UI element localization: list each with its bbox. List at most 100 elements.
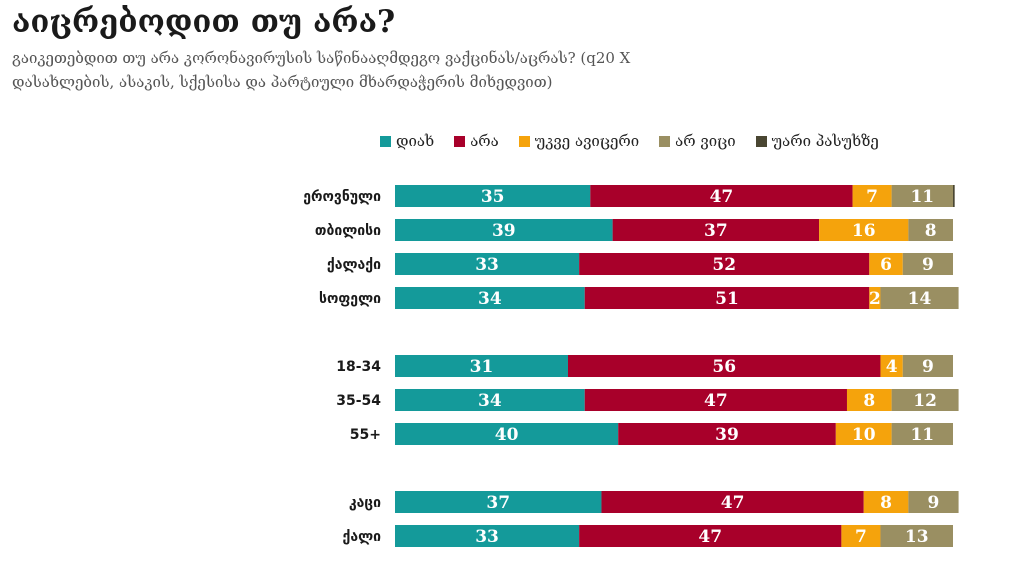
bar-value-label: 51 — [715, 289, 739, 309]
legend-label: დიახ — [396, 132, 435, 150]
legend: დიახ არა უკვე ავიცერი არ ვიცი უარი პასუხზე — [380, 130, 879, 152]
bar-segment — [584, 287, 870, 309]
legend-swatch — [454, 135, 466, 147]
bar-value-label: 6 — [880, 255, 892, 275]
bar-value-label: 2 — [869, 289, 881, 309]
bar-value-label: 37 — [486, 493, 510, 513]
bar-value-label: 9 — [922, 255, 934, 275]
bar-segment — [841, 525, 881, 547]
bar-segment — [584, 389, 847, 411]
bar-segment — [891, 389, 959, 411]
bar-value-label: 16 — [852, 221, 876, 241]
bar-segment — [902, 355, 953, 377]
bar-value-label: 13 — [905, 527, 929, 547]
bar-segment — [852, 185, 892, 207]
bar-segment — [395, 491, 602, 513]
bar-value-label: 9 — [922, 357, 934, 377]
bar-segment — [395, 287, 585, 309]
row-label: 18-34 — [336, 359, 381, 375]
bar-value-label: 12 — [913, 391, 937, 411]
bar-segment — [863, 491, 909, 513]
bar-segment — [880, 287, 959, 309]
bar-value-label: 47 — [721, 493, 745, 513]
bar-segment — [908, 491, 959, 513]
bar-value-label: 34 — [478, 391, 502, 411]
bar-value-label: 56 — [712, 357, 736, 377]
legend-swatch — [755, 135, 767, 147]
bar-segment — [567, 355, 881, 377]
bar-segment — [395, 389, 585, 411]
legend-swatch — [518, 135, 530, 147]
bar-value-label: 33 — [475, 255, 499, 275]
bar-value-label: 14 — [908, 289, 932, 309]
bar-segment — [590, 185, 853, 207]
row-label: ქალი — [342, 529, 381, 545]
bar-segment — [880, 355, 903, 377]
legend-item-3: არ ვიცი — [659, 132, 736, 150]
chart-title: აიცრებოდით თუ არა? — [12, 4, 396, 40]
bar-value-label: 11 — [910, 187, 934, 207]
row-label: თბილისი — [315, 223, 381, 239]
bar-value-label: 8 — [863, 391, 875, 411]
bar-value-label: 40 — [495, 425, 519, 445]
bar-segment — [395, 253, 580, 275]
bar-segment — [579, 525, 842, 547]
bar-value-label: 31 — [470, 357, 494, 377]
bar-segment — [880, 525, 953, 547]
legend-swatch — [659, 135, 671, 147]
bar-segment — [618, 423, 836, 445]
bar-segment — [819, 219, 909, 241]
bar-value-label: 7 — [866, 187, 878, 207]
bar-segment — [395, 525, 580, 547]
legend-item-0: დიახ — [380, 132, 434, 150]
bar-segment — [601, 491, 864, 513]
bar-segment — [891, 185, 953, 207]
legend-label: უარი პასუხზე — [771, 132, 879, 150]
row-label: ეროვნული — [303, 189, 381, 205]
bar-value-label: 52 — [712, 255, 736, 275]
bar-segment — [612, 219, 820, 241]
bar-segment — [395, 423, 619, 445]
bar-segment — [579, 253, 870, 275]
bar-value-label: 35 — [481, 187, 505, 207]
bar-segment — [908, 219, 953, 241]
legend-label: უკვე ავიცერი — [534, 132, 640, 150]
legend-item-4: უარი პასუხზე — [755, 132, 879, 150]
bar-segment — [395, 219, 613, 241]
bar-segment — [835, 423, 892, 445]
bar-value-label: 8 — [925, 221, 937, 241]
chart-subtitle: გაიკეთებდით თუ არა კორონავირუსის საწინაა… — [12, 49, 631, 91]
bar-value-label: 10 — [852, 425, 876, 445]
legend-label: არა — [470, 132, 499, 150]
bar-value-label: 47 — [698, 527, 722, 547]
bar-value-label: 9 — [928, 493, 940, 513]
bar-value-label: 11 — [910, 425, 934, 445]
legend-item-1: არა — [454, 132, 499, 150]
bar-value-label: 34 — [478, 289, 502, 309]
bar-value-label: 47 — [710, 187, 734, 207]
bar-value-label: 4 — [886, 357, 898, 377]
bar-value-label: 37 — [704, 221, 728, 241]
bar-segment — [395, 185, 591, 207]
bar-value-label: 47 — [704, 391, 728, 411]
bar-value-label: 7 — [855, 527, 867, 547]
row-label: 35-54 — [336, 393, 381, 409]
legend-swatch — [380, 135, 391, 147]
legend-label: არ ვიცი — [675, 132, 736, 150]
row-label: ქალაქი — [327, 257, 381, 273]
legend-item-2: უკვე ავიცერი — [518, 132, 640, 150]
row-label: 55+ — [350, 427, 381, 443]
bar-value-label: 33 — [475, 527, 499, 547]
bar-segment — [395, 355, 568, 377]
bar-segment — [891, 423, 953, 445]
bar-segment — [902, 253, 953, 275]
bar-segment — [869, 287, 881, 309]
bar-segment — [869, 253, 903, 275]
bar-segment — [846, 389, 892, 411]
row-label: კაცი — [349, 495, 381, 511]
bar-value-label: 39 — [492, 221, 516, 241]
row-label: სოფელი — [319, 291, 381, 307]
bar-segment — [953, 185, 955, 207]
bar-value-label: 39 — [715, 425, 739, 445]
